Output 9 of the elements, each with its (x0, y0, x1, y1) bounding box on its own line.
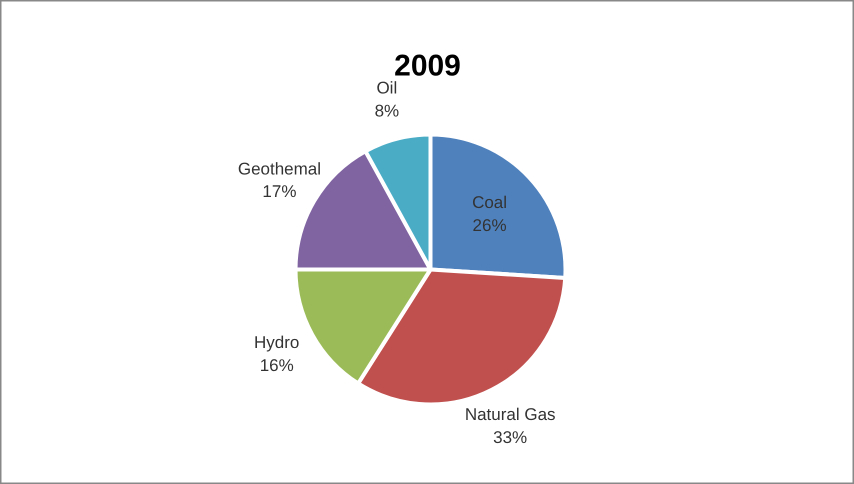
slice-label: Hydro (254, 333, 300, 352)
data-label: 33% (493, 428, 528, 447)
data-label: 17% (262, 182, 296, 202)
slice-label: Natural Gas (464, 404, 556, 424)
data-label: 8% (374, 101, 400, 120)
data-label: 16% (260, 356, 294, 375)
slice-label: Geothemal (238, 159, 322, 178)
slice-label: Coal (472, 193, 508, 212)
data-label: 26% (472, 216, 507, 235)
